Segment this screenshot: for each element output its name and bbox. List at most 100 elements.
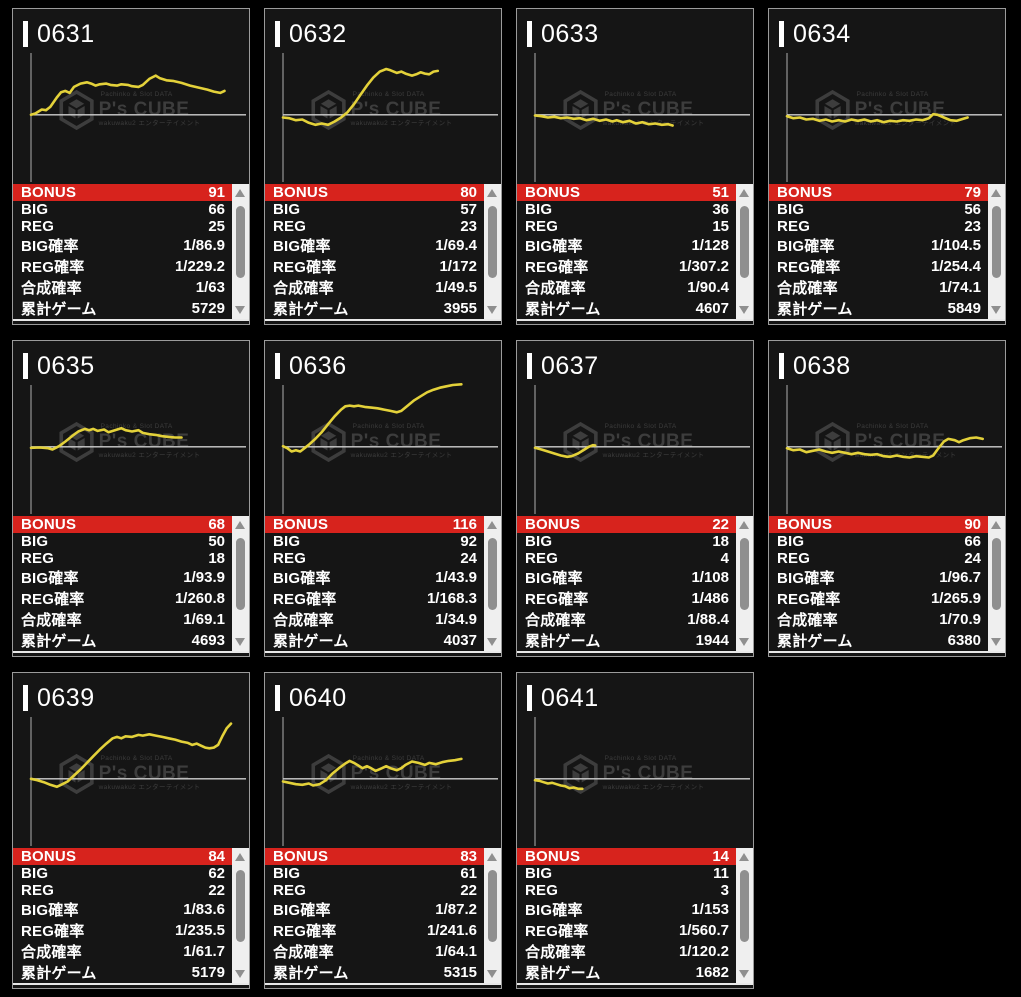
- big-row: BIG 57: [265, 201, 484, 218]
- combined-rate-label: 合成確率: [525, 280, 586, 297]
- machine-card[interactable]: 0635 Pachinko & Slot DATA P's CUBE wakuw…: [12, 340, 250, 657]
- scrollbar[interactable]: [232, 184, 249, 319]
- title-accent-bar: [779, 21, 784, 47]
- title-accent-bar: [275, 353, 280, 379]
- scrollbar-thumb[interactable]: [236, 206, 245, 278]
- machine-card[interactable]: 0631 Pachinko & Slot DATA P's CUBE wakuw…: [12, 8, 250, 325]
- scrollbar[interactable]: [736, 516, 753, 651]
- scrollbar[interactable]: [484, 516, 501, 651]
- machine-card[interactable]: 0632 Pachinko & Slot DATA P's CUBE wakuw…: [264, 8, 502, 325]
- scroll-up-arrow-icon[interactable]: [235, 521, 245, 529]
- reg-row: REG 22: [265, 882, 484, 899]
- machine-number: 0641: [541, 683, 599, 712]
- stats-table: BONUS 14 BIG 11 REG 3 BIG確率 1/153 REG確率: [517, 848, 753, 985]
- big-rate-row: BIG確率 1/128: [517, 235, 736, 256]
- big-label: BIG: [21, 865, 49, 882]
- scrollbar-thumb[interactable]: [740, 206, 749, 278]
- scrollbar[interactable]: [988, 516, 1005, 651]
- scroll-down-arrow-icon[interactable]: [487, 970, 497, 978]
- combined-rate-row: 合成確率 1/90.4: [517, 277, 736, 298]
- slump-graph: Pachinko & Slot DATA P's CUBE wakuwaku2 …: [265, 383, 501, 516]
- total-games-value: 1944: [695, 632, 729, 649]
- scrollbar-thumb[interactable]: [740, 870, 749, 942]
- scroll-up-arrow-icon[interactable]: [739, 853, 749, 861]
- scrollbar-thumb[interactable]: [488, 538, 497, 610]
- scroll-down-arrow-icon[interactable]: [739, 970, 749, 978]
- scrollbar[interactable]: [736, 184, 753, 319]
- payout-curve: [533, 778, 584, 791]
- scrollbar[interactable]: [232, 848, 249, 983]
- scrollbar[interactable]: [484, 848, 501, 983]
- machine-card[interactable]: 0638 Pachinko & Slot DATA P's CUBE wakuw…: [768, 340, 1006, 657]
- slump-line-chart: [533, 53, 750, 182]
- big-rate-row: BIG確率 1/83.6: [13, 899, 232, 920]
- reg-label: REG: [525, 218, 559, 235]
- scrollbar-thumb[interactable]: [488, 206, 497, 278]
- big-row: BIG 61: [265, 865, 484, 882]
- scrollbar-thumb[interactable]: [992, 538, 1001, 610]
- big-rate-row: BIG確率 1/153: [517, 899, 736, 920]
- scroll-down-arrow-icon[interactable]: [739, 638, 749, 646]
- total-games-label: 累計ゲーム: [273, 301, 349, 318]
- reg-rate-value: 1/560.7: [678, 922, 729, 939]
- scroll-up-arrow-icon[interactable]: [235, 853, 245, 861]
- machine-card[interactable]: 0641 Pachinko & Slot DATA P's CUBE wakuw…: [516, 672, 754, 989]
- scroll-up-arrow-icon[interactable]: [487, 853, 497, 861]
- scroll-down-arrow-icon[interactable]: [991, 638, 1001, 646]
- total-games-value: 5179: [191, 964, 225, 981]
- scroll-down-arrow-icon[interactable]: [487, 638, 497, 646]
- scroll-up-arrow-icon[interactable]: [235, 189, 245, 197]
- scroll-up-arrow-icon[interactable]: [487, 521, 497, 529]
- scroll-up-arrow-icon[interactable]: [487, 189, 497, 197]
- big-row: BIG 50: [13, 533, 232, 550]
- reg-value: 23: [964, 218, 981, 235]
- slump-graph: Pachinko & Slot DATA P's CUBE wakuwaku2 …: [517, 51, 753, 184]
- big-rate-label: BIG確率: [777, 238, 835, 255]
- machine-card[interactable]: 0637 Pachinko & Slot DATA P's CUBE wakuw…: [516, 340, 754, 657]
- machine-card[interactable]: 0636 Pachinko & Slot DATA P's CUBE wakuw…: [264, 340, 502, 657]
- big-label: BIG: [21, 533, 49, 550]
- scroll-up-arrow-icon[interactable]: [991, 189, 1001, 197]
- reg-rate-row: REG確率 1/260.8: [13, 588, 232, 609]
- scroll-down-arrow-icon[interactable]: [235, 306, 245, 314]
- scrollbar[interactable]: [988, 184, 1005, 319]
- combined-rate-label: 合成確率: [273, 612, 334, 629]
- machine-card[interactable]: 0633 Pachinko & Slot DATA P's CUBE wakuw…: [516, 8, 754, 325]
- scroll-up-arrow-icon[interactable]: [739, 189, 749, 197]
- stats-rows: BONUS 83 BIG 61 REG 22 BIG確率 1/87.2 REG確…: [265, 848, 484, 983]
- reg-rate-value: 1/254.4: [930, 258, 981, 275]
- reg-rate-label: REG確率: [777, 591, 841, 608]
- scrollbar[interactable]: [484, 184, 501, 319]
- big-rate-value: 1/83.6: [183, 901, 225, 918]
- scroll-down-arrow-icon[interactable]: [235, 970, 245, 978]
- scrollbar-thumb[interactable]: [236, 538, 245, 610]
- scrollbar[interactable]: [736, 848, 753, 983]
- scroll-up-arrow-icon[interactable]: [739, 521, 749, 529]
- total-games-row: 累計ゲーム 4607: [517, 298, 736, 319]
- machine-card[interactable]: 0639 Pachinko & Slot DATA P's CUBE wakuw…: [12, 672, 250, 989]
- title-accent-bar: [527, 21, 532, 47]
- combined-rate-label: 合成確率: [21, 944, 82, 961]
- combined-rate-value: 1/64.1: [435, 943, 477, 960]
- total-games-row: 累計ゲーム 4037: [265, 630, 484, 651]
- slump-line-chart: [785, 53, 1002, 182]
- bonus-row: BONUS 90: [769, 516, 988, 533]
- scroll-down-arrow-icon[interactable]: [739, 306, 749, 314]
- machine-card[interactable]: 0640 Pachinko & Slot DATA P's CUBE wakuw…: [264, 672, 502, 989]
- scrollbar-thumb[interactable]: [992, 206, 1001, 278]
- scroll-down-arrow-icon[interactable]: [991, 306, 1001, 314]
- scrollbar-thumb[interactable]: [236, 870, 245, 942]
- scrollbar-thumb[interactable]: [488, 870, 497, 942]
- machine-card[interactable]: 0634 Pachinko & Slot DATA P's CUBE wakuw…: [768, 8, 1006, 325]
- scroll-down-arrow-icon[interactable]: [487, 306, 497, 314]
- scroll-down-arrow-icon[interactable]: [235, 638, 245, 646]
- scrollbar[interactable]: [232, 516, 249, 651]
- machine-header: 0632: [265, 9, 501, 51]
- big-rate-row: BIG確率 1/93.9: [13, 567, 232, 588]
- combined-rate-row: 合成確率 1/74.1: [769, 277, 988, 298]
- title-accent-bar: [527, 353, 532, 379]
- scrollbar-thumb[interactable]: [740, 538, 749, 610]
- total-games-label: 累計ゲーム: [777, 301, 853, 318]
- scroll-up-arrow-icon[interactable]: [991, 521, 1001, 529]
- big-label: BIG: [525, 865, 553, 882]
